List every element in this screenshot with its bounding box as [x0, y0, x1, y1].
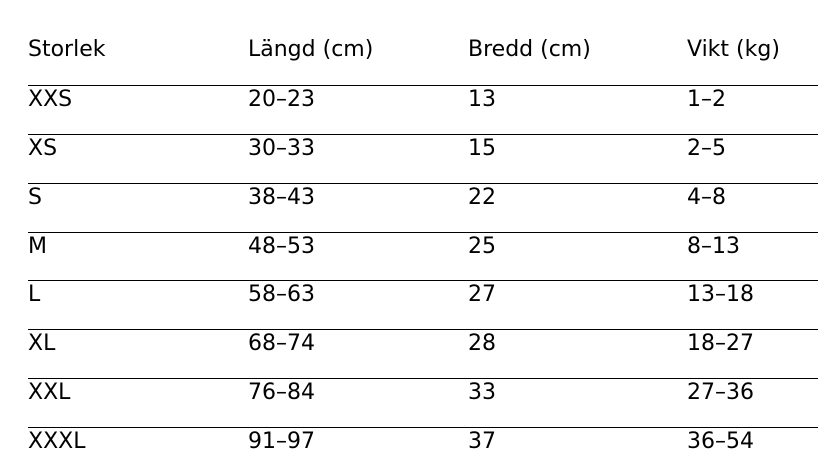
table-cell: 20–23 [248, 87, 315, 112]
header-cell: Längd (cm) [248, 37, 374, 62]
table-cell: 33 [468, 380, 496, 405]
table-cell: 76–84 [248, 380, 315, 405]
table-cell: 2–5 [687, 136, 726, 161]
table-cell: 58–63 [248, 282, 315, 307]
table-cell: XS [28, 136, 58, 161]
row-divider [28, 85, 818, 86]
table-cell: 27–36 [687, 380, 754, 405]
row-divider [28, 183, 818, 184]
row-divider [28, 329, 818, 330]
table-cell: 8–13 [687, 234, 740, 259]
table-cell: 28 [468, 331, 496, 356]
row-divider [28, 232, 818, 233]
table-cell: 38–43 [248, 185, 315, 210]
row-divider [28, 134, 818, 135]
table-cell: 30–33 [248, 136, 315, 161]
table-cell: 13–18 [687, 282, 754, 307]
table-cell: 27 [468, 282, 496, 307]
row-divider [28, 378, 818, 379]
table-cell: 13 [468, 87, 496, 112]
table-cell: 37 [468, 429, 496, 454]
table-cell: XXL [28, 380, 71, 405]
row-divider [28, 427, 818, 428]
table-cell: L [28, 282, 41, 307]
table-cell: 48–53 [248, 234, 315, 259]
header-cell: Storlek [28, 37, 106, 62]
table-cell: 15 [468, 136, 496, 161]
table-cell: 25 [468, 234, 496, 259]
table-cell: 68–74 [248, 331, 315, 356]
table-cell: XXS [28, 87, 73, 112]
table-cell: XL [28, 331, 56, 356]
table-cell: 18–27 [687, 331, 754, 356]
table-cell: M [28, 234, 47, 259]
header-cell: Bredd (cm) [468, 37, 591, 62]
row-divider [28, 280, 818, 281]
table-cell: XXXL [28, 429, 86, 454]
header-cell: Vikt (kg) [687, 37, 780, 62]
table-cell: 22 [468, 185, 496, 210]
table-cell: 91–97 [248, 429, 315, 454]
table-cell: S [28, 185, 42, 210]
table-cell: 1–2 [687, 87, 726, 112]
table-cell: 36–54 [687, 429, 754, 454]
table-cell: 4–8 [687, 185, 726, 210]
